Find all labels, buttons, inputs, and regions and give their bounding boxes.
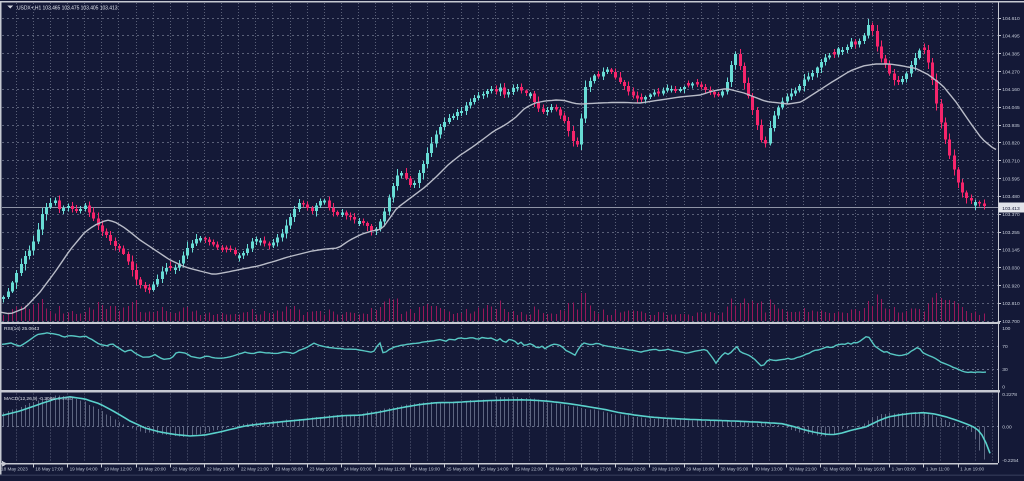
svg-text:103.935: 103.935 <box>1002 123 1020 129</box>
svg-text:103.370: 103.370 <box>1002 212 1020 218</box>
svg-text:26 May 09:00: 26 May 09:00 <box>549 467 577 472</box>
svg-text:104.160: 104.160 <box>1002 87 1020 93</box>
svg-text:0.2278: 0.2278 <box>1002 392 1017 398</box>
svg-text:103.413: 103.413 <box>1002 206 1020 212</box>
svg-text:103.480: 103.480 <box>1002 194 1020 200</box>
svg-text:25 May 06:00: 25 May 06:00 <box>446 467 474 472</box>
svg-text:29 May 10:00: 29 May 10:00 <box>652 467 680 472</box>
svg-text:103.255: 103.255 <box>1002 230 1020 236</box>
svg-text:1 Jun 19:00: 1 Jun 19:00 <box>960 467 984 472</box>
svg-text:0.00: 0.00 <box>1002 425 1012 431</box>
svg-text:22 May 13:00: 22 May 13:00 <box>207 467 235 472</box>
svg-text:103.710: 103.710 <box>1002 158 1020 164</box>
svg-text:26 May 17:00: 26 May 17:00 <box>583 467 611 472</box>
svg-text:31 May 08:00: 31 May 08:00 <box>823 467 851 472</box>
svg-text:70: 70 <box>1002 344 1008 350</box>
svg-text:100: 100 <box>1002 326 1010 332</box>
svg-text:29 May 02:00: 29 May 02:00 <box>618 467 646 472</box>
svg-text:104.270: 104.270 <box>1002 69 1020 75</box>
svg-text:104.045: 104.045 <box>1002 105 1020 111</box>
svg-text:102.920: 102.920 <box>1002 283 1020 289</box>
svg-text:29 May 18:00: 29 May 18:00 <box>686 467 714 472</box>
svg-text:104.495: 104.495 <box>1002 34 1020 40</box>
svg-text:19 May 20:00: 19 May 20:00 <box>138 467 166 472</box>
svg-text:30 May 13:00: 30 May 13:00 <box>755 467 783 472</box>
svg-text:25 May 22:00: 25 May 22:00 <box>515 467 543 472</box>
svg-text:103.030: 103.030 <box>1002 265 1020 271</box>
svg-text:18 May 2023: 18 May 2023 <box>1 467 28 472</box>
svg-text:104.610: 104.610 <box>1002 16 1020 22</box>
svg-text:RSI(14) 25.0643: RSI(14) 25.0643 <box>4 326 39 332</box>
svg-text:24 May 19:00: 24 May 19:00 <box>412 467 440 472</box>
svg-text:22 May 21:00: 22 May 21:00 <box>241 467 269 472</box>
svg-text:1 Jun 03:00: 1 Jun 03:00 <box>892 467 916 472</box>
svg-text:103.820: 103.820 <box>1002 141 1020 147</box>
svg-text:19 May 04:00: 19 May 04:00 <box>70 467 98 472</box>
svg-text:19 May 12:00: 19 May 12:00 <box>104 467 132 472</box>
svg-text:102.700: 102.700 <box>1002 319 1020 325</box>
svg-text:1 Jun 11:00: 1 Jun 11:00 <box>926 467 950 472</box>
svg-text:22 May 05:00: 22 May 05:00 <box>172 467 200 472</box>
svg-text:24 May 11:00: 24 May 11:00 <box>378 467 406 472</box>
svg-text:23 May 16:00: 23 May 16:00 <box>309 467 337 472</box>
svg-text:30 May 21:00: 30 May 21:00 <box>789 467 817 472</box>
svg-text:18 May 17:00: 18 May 17:00 <box>35 467 63 472</box>
svg-text:USDX+,H1 103.465 103.475 103.: USDX+,H1 103.465 103.475 103.405 103.413 <box>17 5 118 11</box>
svg-text:25 May 14:00: 25 May 14:00 <box>481 467 509 472</box>
svg-text:104.385: 104.385 <box>1002 51 1020 57</box>
svg-text:103.145: 103.145 <box>1002 248 1020 254</box>
svg-text:31 May 16:00: 31 May 16:00 <box>857 467 885 472</box>
svg-text:23 May 08:00: 23 May 08:00 <box>275 467 303 472</box>
svg-text:MACD(12,26,9) -0.2046 -0.1950: MACD(12,26,9) -0.2046 -0.1950 <box>4 396 73 402</box>
svg-text:30: 30 <box>1002 367 1008 373</box>
svg-text:24 May 03:00: 24 May 03:00 <box>344 467 372 472</box>
svg-text:30 May 05:00: 30 May 05:00 <box>720 467 748 472</box>
svg-text:102.810: 102.810 <box>1002 301 1020 307</box>
svg-text:0: 0 <box>1002 385 1005 391</box>
svg-text:-0.2254: -0.2254 <box>1002 458 1019 464</box>
svg-text:103.595: 103.595 <box>1002 176 1020 182</box>
